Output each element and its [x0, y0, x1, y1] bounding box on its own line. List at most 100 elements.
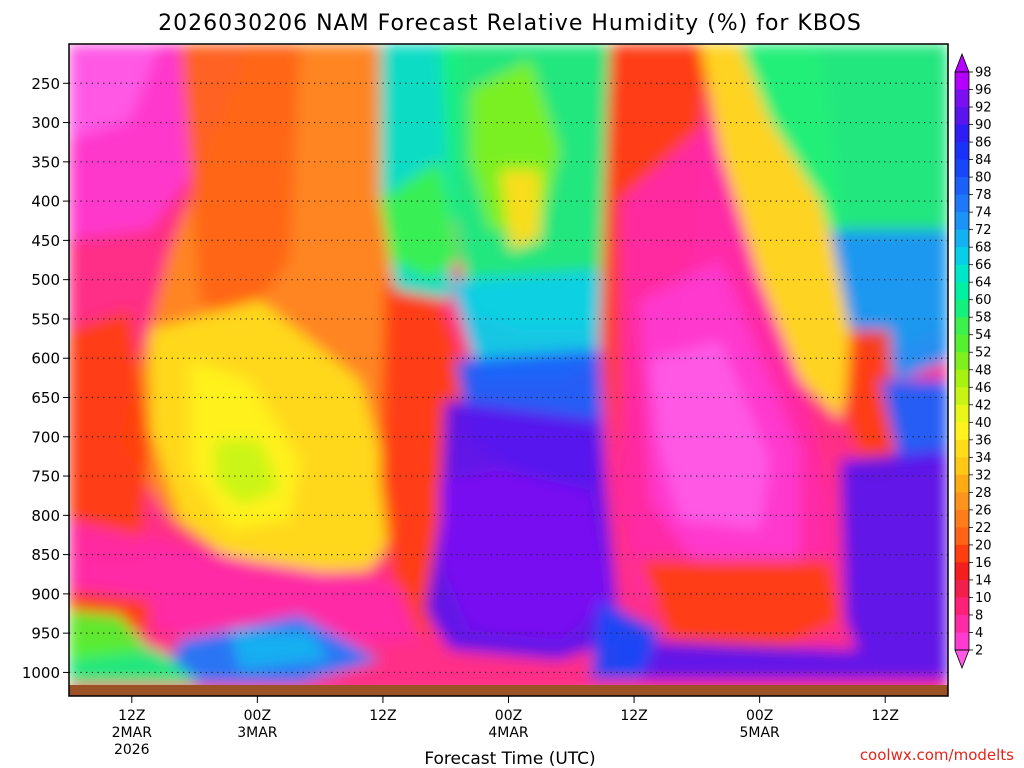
colorbar-label-68: 68 [975, 241, 992, 256]
x-tick-label-30-0: 12Z [369, 708, 396, 724]
colorbar-swatch-1 [955, 89, 969, 108]
colorbar-swatch-11 [955, 264, 969, 283]
colorbar-label-78: 78 [975, 188, 992, 203]
colorbar-label-66: 66 [975, 258, 992, 273]
y-tick-label-900: 900 [31, 585, 60, 603]
x-tick-label-6-0: 12Z [118, 708, 145, 724]
y-tick-label-1000: 1000 [22, 664, 60, 682]
colorbar-label-46: 46 [975, 381, 992, 396]
colorbar-label-4: 4 [975, 626, 983, 641]
y-tick-label-400: 400 [31, 193, 60, 211]
colorbar-swatch-21 [955, 439, 969, 458]
colorbar-swatch-19 [955, 404, 969, 423]
colorbar-label-36: 36 [975, 433, 992, 448]
colorbar-swatch-25 [955, 509, 969, 528]
colorbar-label-90: 90 [975, 118, 992, 133]
colorbar-swatch-29 [955, 579, 969, 598]
y-tick-label-350: 350 [31, 153, 60, 171]
colorbar-label-20: 20 [975, 538, 992, 553]
colorbar-label-92: 92 [975, 101, 992, 116]
colorbar-label-48: 48 [975, 363, 992, 378]
colorbar-label-80: 80 [975, 171, 992, 186]
colorbar-label-84: 84 [975, 153, 992, 168]
rh-field [69, 44, 948, 696]
colorbar-swatch-23 [955, 474, 969, 493]
x-tick-label-18-0: 00Z [244, 708, 271, 724]
chart-title: 2026030206 NAM Forecast Relative Humidit… [158, 11, 862, 36]
x-tick-label-78-0: 12Z [872, 708, 899, 724]
colorbar-label-10: 10 [975, 591, 992, 606]
colorbar-label-86: 86 [975, 136, 992, 151]
colorbar-swatch-32 [955, 632, 969, 651]
x-axis-label: Forecast Time (UTC) [424, 749, 595, 768]
colorbar-frame [954, 71, 970, 651]
colorbar-bottom-arrow [954, 649, 970, 670]
ground-strip [69, 685, 948, 696]
y-tick-label-450: 450 [31, 232, 60, 250]
colorbar-label-98: 98 [975, 66, 992, 81]
colorbar-label-8: 8 [975, 608, 983, 623]
colorbar-label-64: 64 [975, 276, 992, 291]
colorbar-label-96: 96 [975, 83, 992, 98]
colorbar-label-14: 14 [975, 573, 992, 588]
colorbar-label-72: 72 [975, 223, 992, 238]
x-tick-label-42-1: 4MAR [488, 725, 529, 741]
pressure-gridlines [69, 82, 948, 674]
y-tick-label-650: 650 [31, 389, 60, 407]
y-tick-label-700: 700 [31, 428, 60, 446]
colorbar-swatch-17 [955, 369, 969, 388]
y-tick-label-550: 550 [31, 310, 60, 328]
y-tick-label-250: 250 [31, 75, 60, 93]
x-tick-label-6-1: 2MAR [112, 725, 153, 741]
y-tick-label-850: 850 [31, 546, 60, 564]
colorbar-swatch-10 [955, 247, 969, 266]
colorbar-swatch-26 [955, 527, 969, 546]
x-tick-label-66-1: 5MAR [739, 725, 780, 741]
colorbar-swatch-28 [955, 562, 969, 581]
colorbar-swatch-12 [955, 282, 969, 301]
colorbar-legend: 9896929086848078747268666460585452484642… [954, 52, 992, 670]
colorbar-swatch-31 [955, 614, 969, 633]
colorbar-label-52: 52 [975, 346, 992, 361]
colorbar-swatch-13 [955, 299, 969, 318]
x-tick-label-66-0: 00Z [746, 708, 773, 724]
colorbar-swatch-15 [955, 334, 969, 353]
colorbar-swatch-30 [955, 597, 969, 616]
colorbar-label-42: 42 [975, 398, 992, 413]
y-tick-label-950: 950 [31, 625, 60, 643]
y-tick-label-800: 800 [31, 507, 60, 525]
colorbar-label-32: 32 [975, 468, 992, 483]
credit-link[interactable]: coolwx.com/modelts [860, 746, 1014, 764]
colorbar-swatch-27 [955, 544, 969, 563]
colorbar-swatch-24 [955, 492, 969, 511]
colorbar-label-74: 74 [975, 206, 992, 221]
x-tick-label-42-0: 00Z [495, 708, 522, 724]
colorbar-label-60: 60 [975, 293, 992, 308]
colorbar-label-16: 16 [975, 556, 992, 571]
colorbar-swatch-7 [955, 194, 969, 213]
colorbar-swatch-6 [955, 177, 969, 196]
colorbar-swatch-5 [955, 159, 969, 178]
colorbar-label-26: 26 [975, 503, 992, 518]
colorbar-swatch-0 [955, 72, 969, 90]
colorbar-swatch-4 [955, 142, 969, 160]
y-tick-label-750: 750 [31, 468, 60, 486]
colorbar-label-2: 2 [975, 644, 983, 659]
colorbar-label-54: 54 [975, 328, 992, 343]
y-tick-label-300: 300 [31, 114, 60, 132]
colorbar-label-58: 58 [975, 311, 992, 326]
y-tick-label-500: 500 [31, 271, 60, 289]
colorbar-label-28: 28 [975, 486, 992, 501]
colorbar-swatch-22 [955, 457, 969, 476]
colorbar-swatch-20 [955, 422, 969, 441]
colorbar-top-arrow [954, 52, 970, 73]
y-axis: 250 300 350 400 450 500 550 600 650 700 750 800 850 9… [22, 75, 69, 682]
colorbar-swatch-8 [955, 212, 969, 231]
colorbar-label-22: 22 [975, 521, 992, 536]
colorbar-label-40: 40 [975, 416, 992, 431]
x-tick-label-54-0: 12Z [620, 708, 647, 724]
y-tick-label-600: 600 [31, 350, 60, 368]
colorbar-swatch-3 [955, 124, 969, 143]
